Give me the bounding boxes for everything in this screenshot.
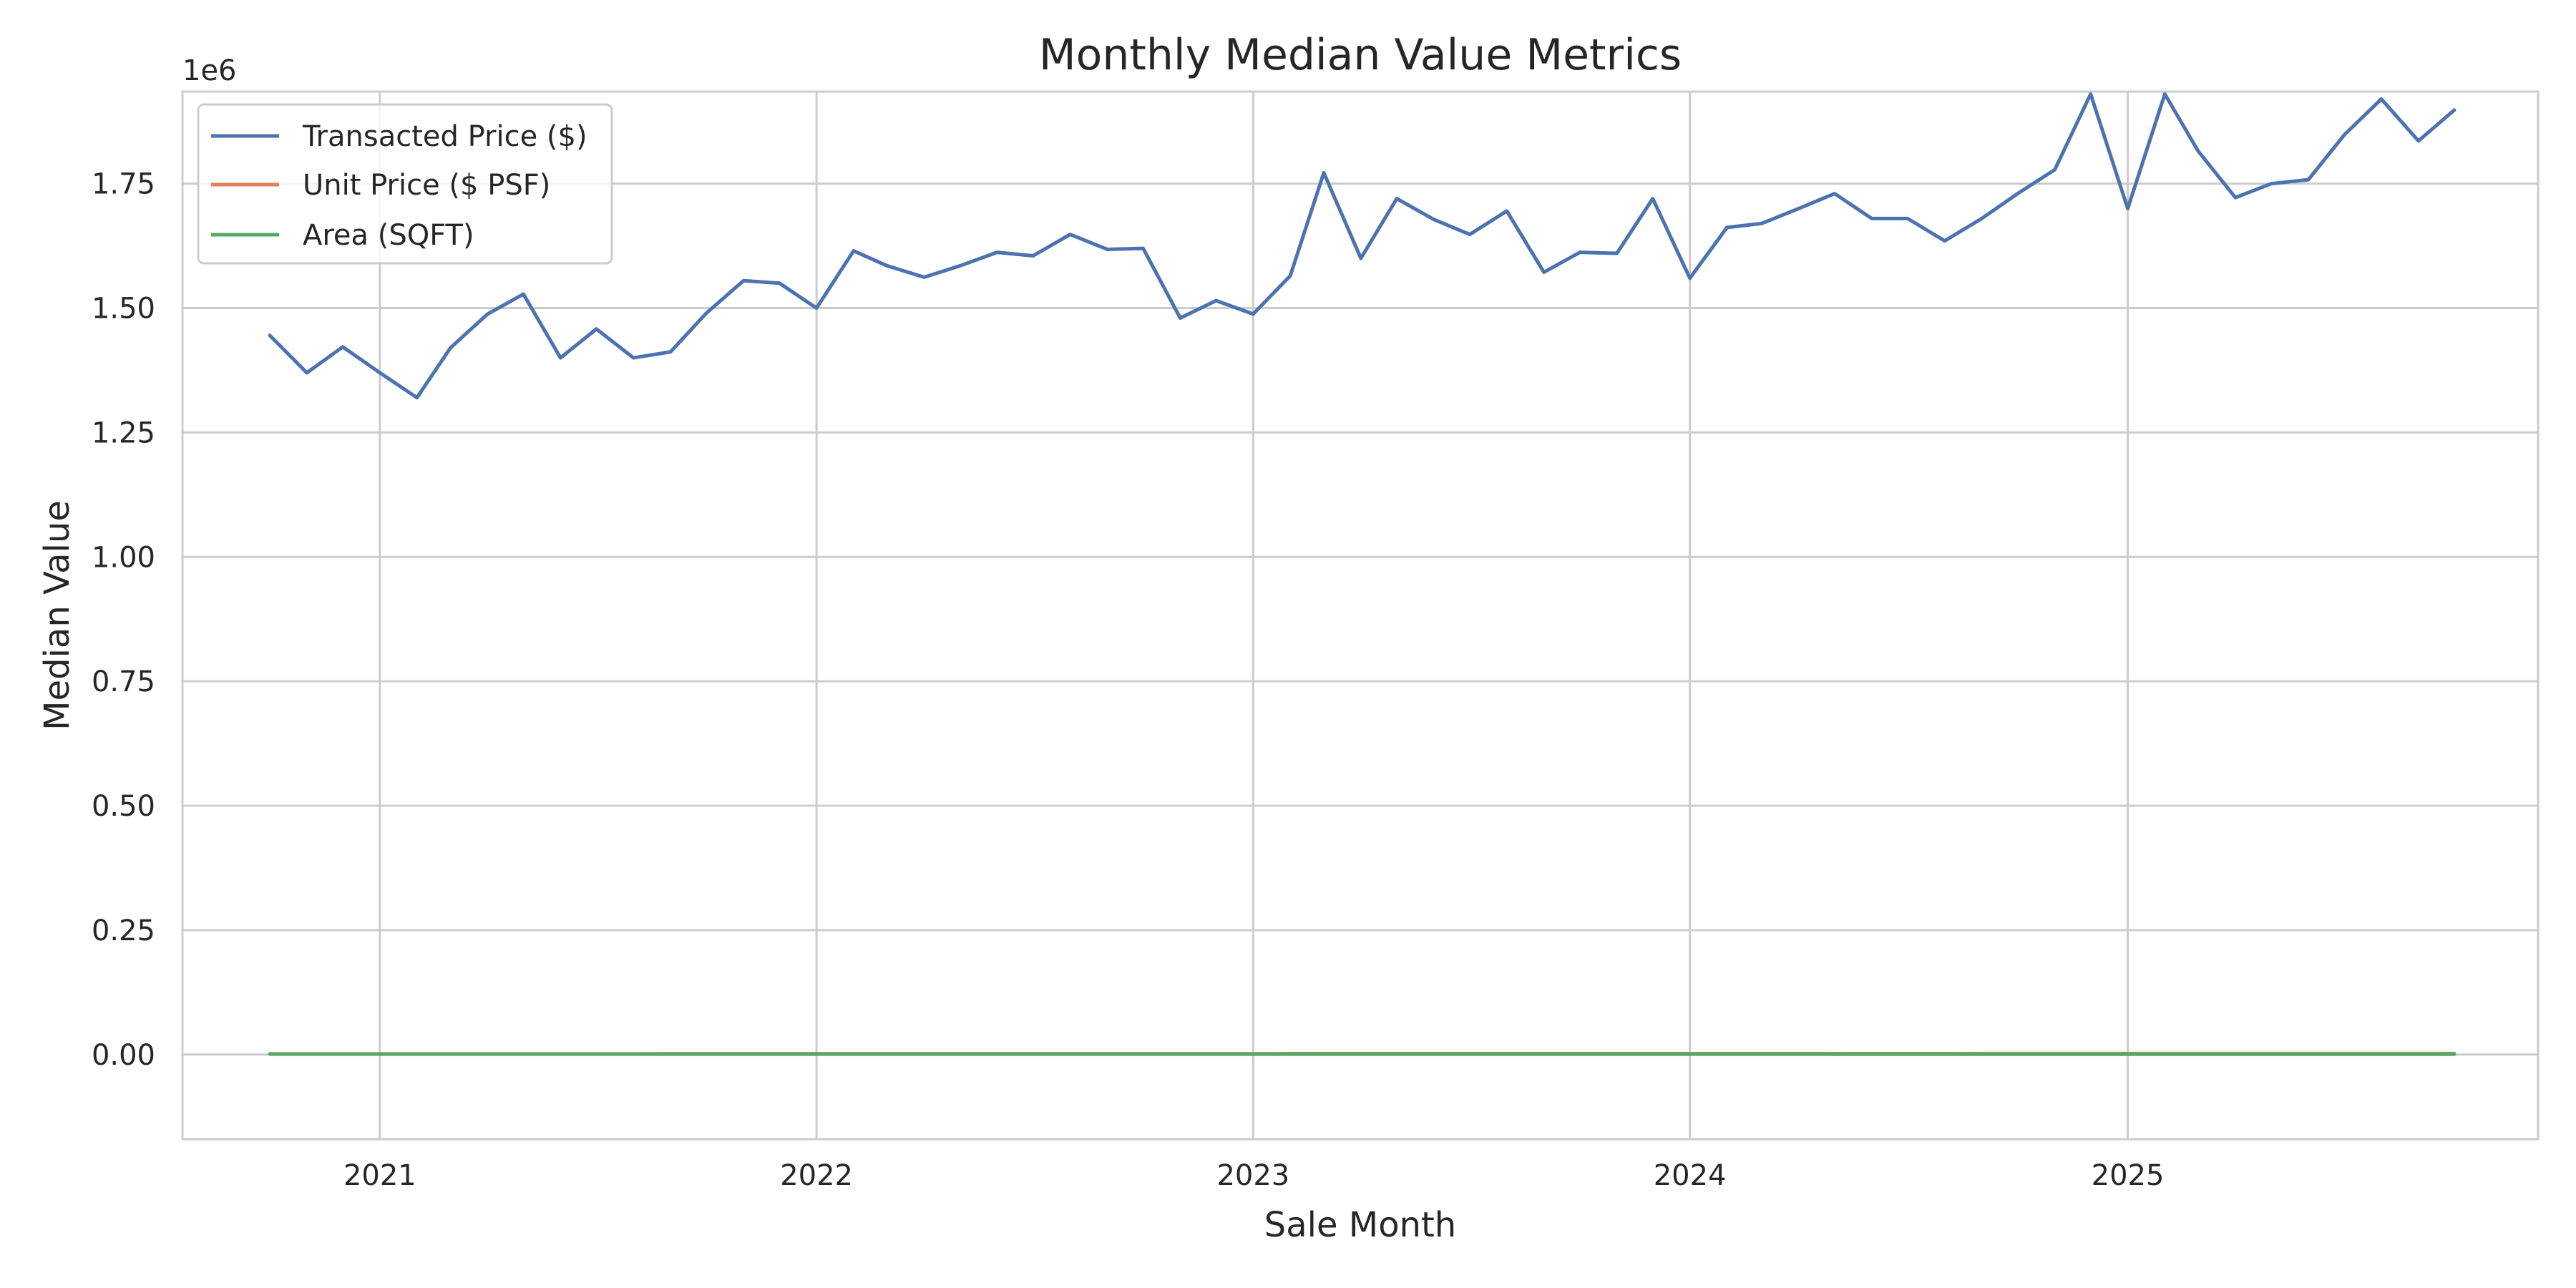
legend-label-transacted-price: Transacted Price ($) [302, 120, 587, 153]
legend-box [197, 103, 613, 265]
y-tick-label: 1.00 [92, 541, 155, 574]
grid [182, 92, 2538, 1139]
y-tick-label: 1.75 [92, 168, 155, 201]
y-axis-label: Median Value [37, 500, 77, 731]
x-tick-label: 2021 [343, 1159, 416, 1192]
x-tick-label: 2024 [1654, 1159, 1727, 1192]
series-layer [268, 92, 2457, 1056]
y-tick-label: 1.25 [92, 416, 155, 449]
x-tick-label: 2025 [2092, 1159, 2165, 1192]
x-tick-label: 2022 [780, 1159, 853, 1192]
y-tick-label: 0.25 [92, 914, 155, 947]
chart-title: Monthly Median Value Metrics [1039, 30, 1682, 80]
series-line-transacted-price [268, 92, 2457, 400]
legend-label-unit-price: Unit Price ($ PSF) [303, 169, 550, 202]
y-tick-label: 1.50 [92, 293, 155, 326]
y-tick-label: 0.00 [92, 1039, 155, 1072]
plot-area [182, 92, 2538, 1139]
legend: Transacted Price ($) Unit Price ($ PSF) … [197, 103, 613, 265]
x-axis-label: Sale Month [1264, 1205, 1456, 1245]
y-tick-label: 0.75 [92, 665, 155, 698]
plot-frame [181, 90, 2540, 1141]
tick-labels: 0.00 0.25 0.50 0.75 1.00 1.25 1.50 1.75 2021 2022… [92, 168, 2164, 1192]
x-tick-label: 2023 [1216, 1159, 1289, 1192]
y-offset-label: 1e6 [182, 54, 237, 87]
y-tick-label: 0.50 [92, 790, 155, 823]
legend-label-area: Area (SQFT) [303, 219, 474, 252]
